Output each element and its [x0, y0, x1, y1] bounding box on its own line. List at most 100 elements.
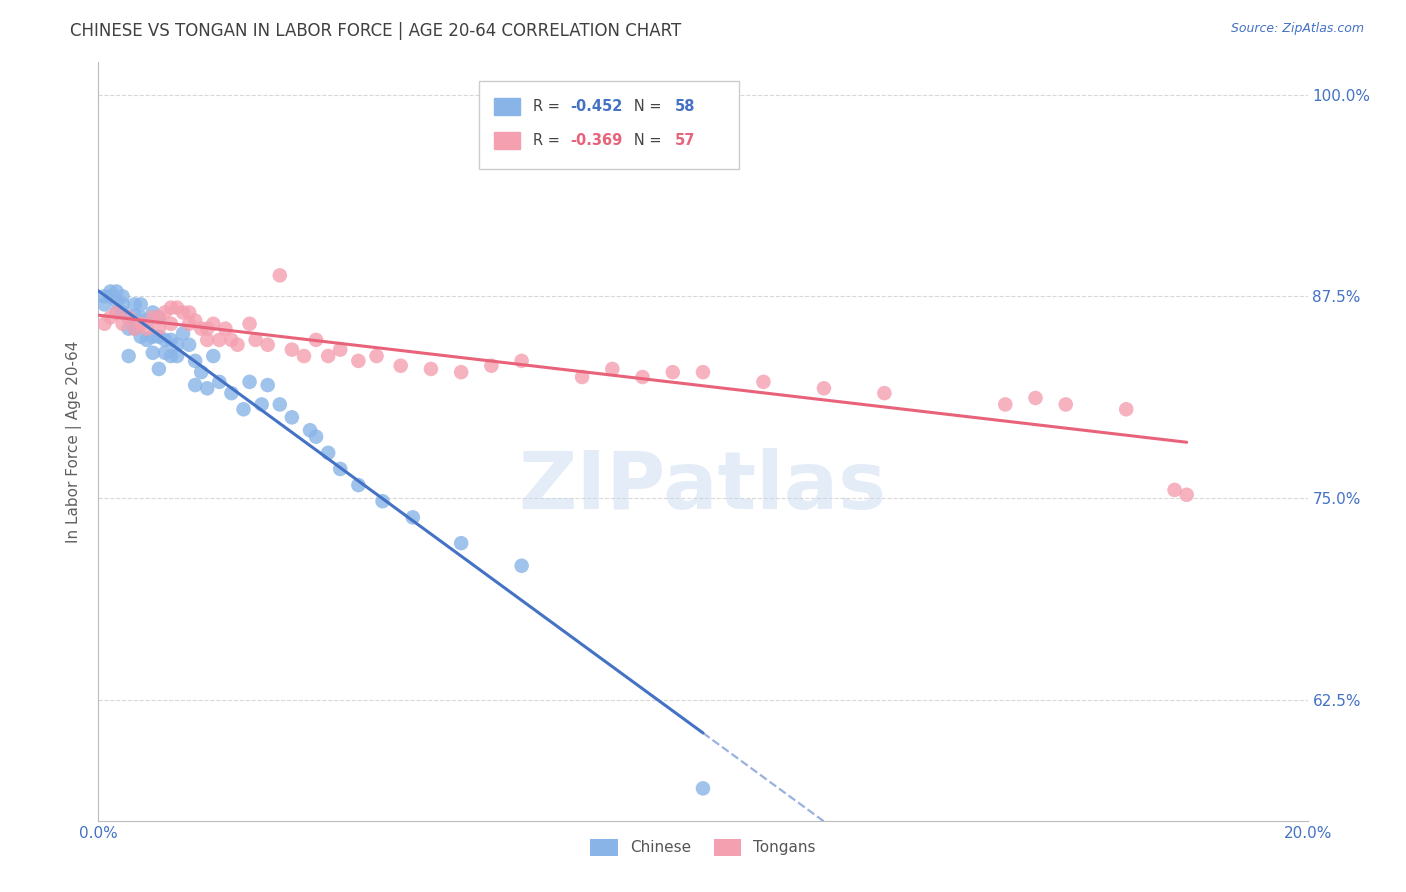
Point: [135, 333, 157, 347]
Point: [118, 321, 141, 335]
Point: [813, 381, 835, 395]
Point: [226, 337, 249, 351]
Point: [221, 333, 243, 347]
Point: [316, 446, 339, 460]
Text: ZIPatlas: ZIPatlas: [519, 448, 887, 526]
Point: [166, 301, 188, 315]
Point: [142, 305, 165, 319]
Point: [153, 333, 176, 347]
Point: [153, 346, 176, 360]
Point: [195, 333, 218, 347]
Point: [292, 349, 315, 363]
Point: [160, 301, 183, 315]
Point: [129, 329, 152, 343]
Point: [481, 359, 503, 373]
Point: [1024, 391, 1046, 405]
Point: [347, 354, 370, 368]
Point: [571, 370, 593, 384]
Point: [256, 378, 278, 392]
Point: [118, 310, 141, 325]
Point: [93, 317, 115, 331]
Point: [172, 326, 194, 341]
Bar: [494, 132, 520, 149]
Point: [631, 370, 654, 384]
Point: [129, 310, 152, 325]
Point: [510, 354, 533, 368]
Point: [389, 359, 412, 373]
Point: [129, 297, 152, 311]
Point: [111, 305, 134, 319]
Point: [93, 289, 115, 303]
Point: [420, 362, 443, 376]
Point: [1115, 402, 1137, 417]
Point: [166, 349, 188, 363]
Point: [195, 321, 218, 335]
FancyBboxPatch shape: [479, 81, 740, 169]
Point: [371, 494, 394, 508]
Point: [124, 297, 146, 311]
Point: [105, 305, 128, 319]
Point: [148, 362, 170, 376]
Point: [305, 430, 328, 444]
Point: [190, 321, 212, 335]
Point: [195, 381, 218, 395]
Bar: [494, 98, 520, 115]
Point: [202, 317, 225, 331]
Text: 58: 58: [675, 99, 696, 114]
Point: [752, 375, 775, 389]
Point: [214, 321, 236, 335]
Point: [179, 317, 201, 331]
Point: [692, 365, 714, 379]
Point: [160, 333, 183, 347]
Point: [100, 285, 122, 299]
Point: [208, 375, 231, 389]
Point: [347, 478, 370, 492]
Point: [305, 333, 328, 347]
Point: [402, 510, 425, 524]
Point: [153, 305, 176, 319]
Point: [329, 462, 352, 476]
Point: [142, 329, 165, 343]
Point: [994, 397, 1017, 411]
Text: 57: 57: [675, 133, 696, 148]
Point: [1163, 483, 1185, 497]
Point: [160, 317, 183, 331]
Point: [124, 321, 146, 335]
Point: [269, 268, 291, 283]
Text: Source: ZipAtlas.com: Source: ZipAtlas.com: [1230, 22, 1364, 36]
Point: [221, 386, 243, 401]
Text: N =: N =: [620, 99, 665, 114]
Point: [692, 781, 714, 796]
Point: [111, 297, 134, 311]
Point: [250, 397, 273, 411]
Point: [1054, 397, 1077, 411]
Point: [873, 386, 896, 401]
Point: [450, 536, 472, 550]
Point: [124, 309, 146, 323]
Point: [190, 365, 212, 379]
Point: [239, 375, 262, 389]
Point: [316, 349, 339, 363]
Text: R =: R =: [533, 133, 564, 148]
Point: [602, 362, 624, 376]
Point: [1175, 488, 1198, 502]
Point: [148, 310, 170, 325]
Point: [299, 423, 322, 437]
Point: [245, 333, 267, 347]
Point: [111, 317, 134, 331]
Point: [118, 349, 141, 363]
Point: [135, 321, 157, 335]
Point: [105, 305, 128, 319]
Point: [148, 321, 170, 335]
Point: [148, 329, 170, 343]
Point: [105, 285, 128, 299]
Point: [135, 313, 157, 327]
Text: R =: R =: [533, 99, 564, 114]
Point: [510, 558, 533, 573]
Text: -0.369: -0.369: [569, 133, 623, 148]
Point: [256, 337, 278, 351]
Point: [105, 294, 128, 309]
Text: -0.452: -0.452: [569, 99, 623, 114]
Legend: Chinese, Tongans: Chinese, Tongans: [583, 832, 823, 863]
Point: [208, 333, 231, 347]
